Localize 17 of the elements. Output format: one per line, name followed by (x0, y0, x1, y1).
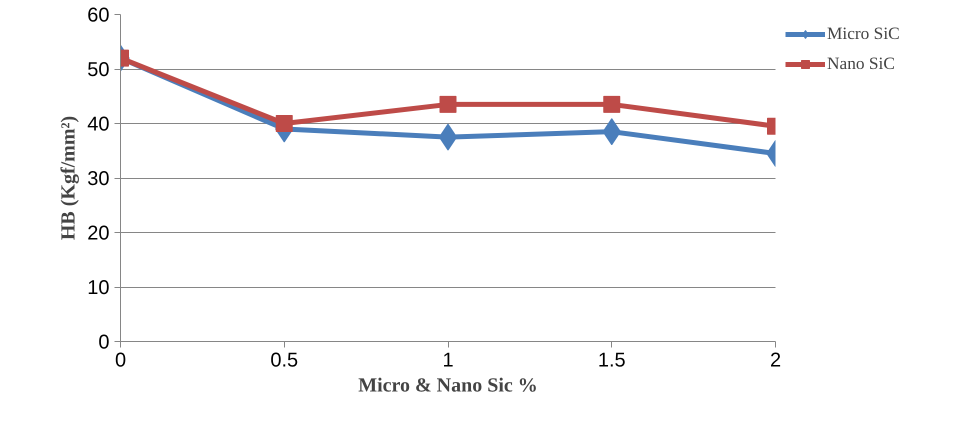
y-tick-label: 50 (87, 59, 110, 81)
x-tick-label: 2 (770, 350, 782, 372)
legend-label: Nano SiC (827, 54, 895, 74)
x-tick-label: 1 (442, 350, 454, 372)
x-tick-label: 1.5 (598, 350, 626, 372)
x-tick-label: 0 (114, 350, 126, 372)
legend-label: Micro SiC (827, 24, 900, 44)
x-tick-label: 0.5 (270, 350, 298, 372)
y-tick-label: 10 (87, 277, 110, 299)
y-tick-label: 30 (87, 168, 110, 190)
y-axis-title: HB (Kgf/mm²) (57, 116, 80, 240)
point (440, 96, 456, 113)
y-tick-label: 0 (98, 332, 110, 354)
y-tick-label: 20 (87, 222, 110, 244)
y-tick-label: 60 (87, 4, 110, 26)
y-tick-label: 40 (87, 114, 110, 136)
x-axis-title: Micro & Nano Sic % (358, 374, 538, 396)
